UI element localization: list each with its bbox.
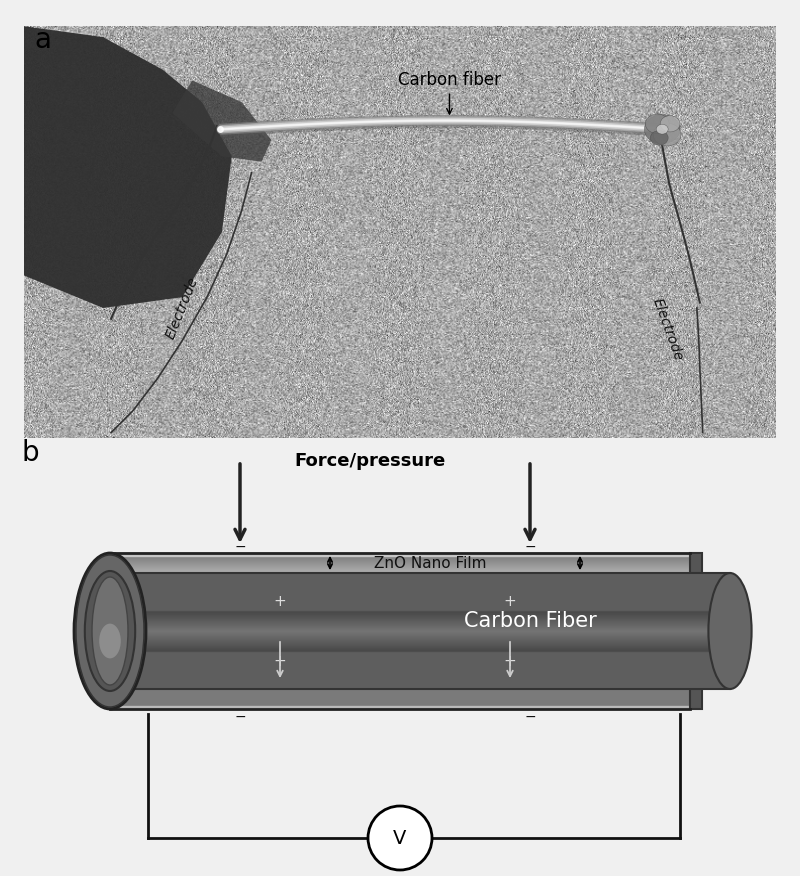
Bar bbox=[110, 553, 690, 709]
Ellipse shape bbox=[85, 571, 135, 691]
Text: b: b bbox=[22, 439, 40, 467]
Text: Electrode: Electrode bbox=[650, 296, 685, 363]
Text: +: + bbox=[504, 653, 516, 668]
Text: Electrode: Electrode bbox=[163, 275, 201, 341]
Text: Carbon fiber: Carbon fiber bbox=[398, 72, 501, 89]
Text: Force/pressure: Force/pressure bbox=[294, 452, 446, 470]
Ellipse shape bbox=[650, 131, 668, 145]
Text: +: + bbox=[274, 653, 286, 668]
Text: +: + bbox=[504, 594, 516, 609]
Ellipse shape bbox=[660, 116, 680, 132]
Text: V: V bbox=[394, 829, 406, 847]
Text: −: − bbox=[234, 540, 246, 554]
Ellipse shape bbox=[656, 124, 668, 134]
Text: −: − bbox=[524, 710, 536, 724]
Ellipse shape bbox=[645, 115, 680, 144]
Ellipse shape bbox=[92, 577, 128, 685]
Text: ZnO Nano Film: ZnO Nano Film bbox=[374, 555, 486, 570]
Ellipse shape bbox=[709, 573, 752, 689]
Text: +: + bbox=[274, 594, 286, 609]
Ellipse shape bbox=[76, 555, 144, 707]
Ellipse shape bbox=[646, 114, 669, 133]
Bar bbox=[110, 573, 730, 689]
Circle shape bbox=[368, 806, 432, 870]
Text: −: − bbox=[234, 710, 246, 724]
Ellipse shape bbox=[74, 553, 146, 709]
Polygon shape bbox=[24, 26, 232, 308]
Text: a: a bbox=[34, 26, 51, 54]
Text: Carbon Fiber: Carbon Fiber bbox=[464, 611, 596, 631]
Bar bbox=[690, 553, 702, 709]
Text: −: − bbox=[524, 540, 536, 554]
Ellipse shape bbox=[99, 624, 121, 659]
Ellipse shape bbox=[654, 124, 681, 146]
Polygon shape bbox=[173, 81, 271, 162]
